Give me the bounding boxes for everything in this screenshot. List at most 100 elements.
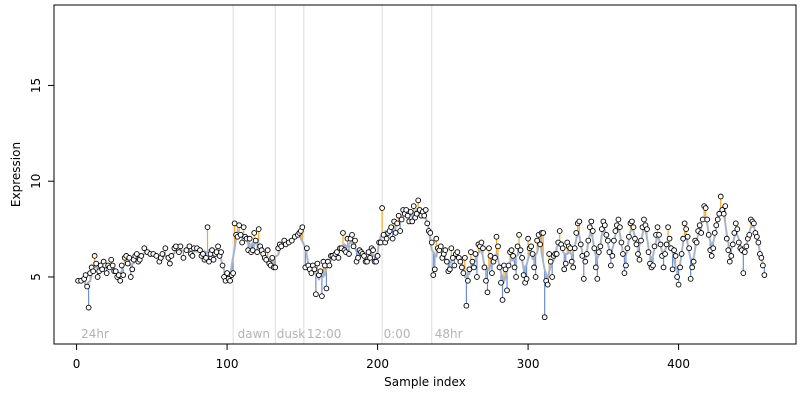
data-point — [532, 274, 539, 280]
data-point — [421, 212, 428, 219]
data-point — [645, 249, 652, 255]
data-point — [549, 274, 556, 280]
data-point — [352, 237, 358, 244]
data-point — [528, 243, 534, 250]
data-point — [118, 262, 125, 269]
data-point — [126, 254, 133, 261]
data-point — [761, 272, 768, 278]
data-point — [711, 230, 718, 236]
data-point — [662, 251, 668, 257]
phase-labels: 24hr dawn dusk 12:00 0:00 48hr — [81, 327, 463, 341]
data-point — [465, 277, 471, 284]
data-point — [723, 235, 730, 242]
data-point — [743, 243, 750, 250]
data-point — [618, 239, 625, 246]
data-point — [93, 260, 99, 267]
data-point — [240, 224, 247, 231]
data-point — [492, 254, 498, 261]
data-point — [583, 251, 590, 257]
data-point — [365, 249, 372, 255]
data-point — [725, 247, 732, 254]
data-point — [466, 266, 473, 273]
y-tick-label: 10 — [29, 174, 43, 189]
data-point — [433, 235, 440, 242]
data-point — [442, 247, 449, 254]
data-point — [326, 262, 333, 269]
data-point — [675, 281, 682, 288]
data-point — [760, 262, 766, 269]
data-point — [561, 266, 568, 273]
data-point — [693, 239, 700, 246]
data-point — [686, 245, 692, 252]
data-point — [629, 218, 635, 225]
data-point — [571, 245, 578, 252]
data-point — [684, 233, 691, 240]
data-point — [623, 262, 629, 269]
data-point — [108, 256, 115, 263]
data-point — [517, 247, 524, 254]
data-point — [704, 216, 711, 223]
data-point — [602, 222, 608, 229]
data-point — [641, 216, 647, 223]
data-point — [403, 207, 410, 213]
data-point — [340, 230, 346, 236]
data-point — [314, 260, 321, 267]
x-tick-label: 100 — [216, 357, 239, 371]
data-point — [124, 260, 131, 267]
data-point — [459, 264, 465, 271]
data-point — [740, 270, 747, 276]
data-point — [520, 272, 527, 278]
data-point — [350, 243, 357, 250]
phase-label: 0:00 — [384, 327, 411, 341]
y-tick-label: 5 — [29, 273, 43, 281]
data-point — [367, 254, 373, 261]
data-point — [153, 253, 160, 259]
data-point — [717, 193, 724, 200]
data-point — [603, 231, 610, 238]
data-point — [431, 266, 438, 273]
data-point — [183, 247, 190, 254]
data-point — [484, 289, 491, 296]
data-point — [304, 245, 310, 252]
data-point — [133, 251, 140, 257]
data-point — [269, 254, 276, 261]
data-point — [454, 249, 461, 255]
data-point — [597, 243, 604, 250]
data-point — [681, 220, 688, 227]
data-point — [299, 224, 306, 231]
data-point — [644, 226, 650, 232]
data-point — [177, 243, 184, 250]
data-point — [683, 226, 689, 232]
x-tick-label: 300 — [517, 357, 540, 371]
data-point — [665, 224, 671, 231]
data-point — [562, 260, 569, 267]
data-point — [650, 262, 656, 269]
data-point — [437, 243, 444, 250]
data-point — [722, 203, 729, 209]
data-point — [468, 249, 474, 255]
data-point — [422, 207, 429, 213]
data-point — [669, 266, 676, 273]
data-point — [334, 249, 340, 255]
x-axis-label: Sample index — [384, 375, 466, 389]
data-point — [504, 287, 510, 294]
data-point — [204, 224, 211, 231]
data-point — [317, 268, 324, 275]
data-point — [620, 251, 626, 257]
data-point — [94, 274, 101, 280]
data-point — [636, 256, 643, 263]
data-point — [626, 233, 632, 240]
data-point — [449, 254, 456, 261]
data-point — [576, 218, 583, 225]
data-point — [696, 222, 703, 229]
y-axis: 5 10 15 — [29, 78, 55, 281]
data-point — [127, 274, 134, 280]
data-point — [541, 314, 548, 321]
data-point — [413, 210, 420, 217]
data-point — [702, 205, 709, 211]
data-point — [755, 239, 762, 246]
data-point — [612, 228, 619, 234]
data-point — [751, 220, 757, 227]
data-point — [361, 253, 367, 259]
data-point — [547, 258, 554, 265]
